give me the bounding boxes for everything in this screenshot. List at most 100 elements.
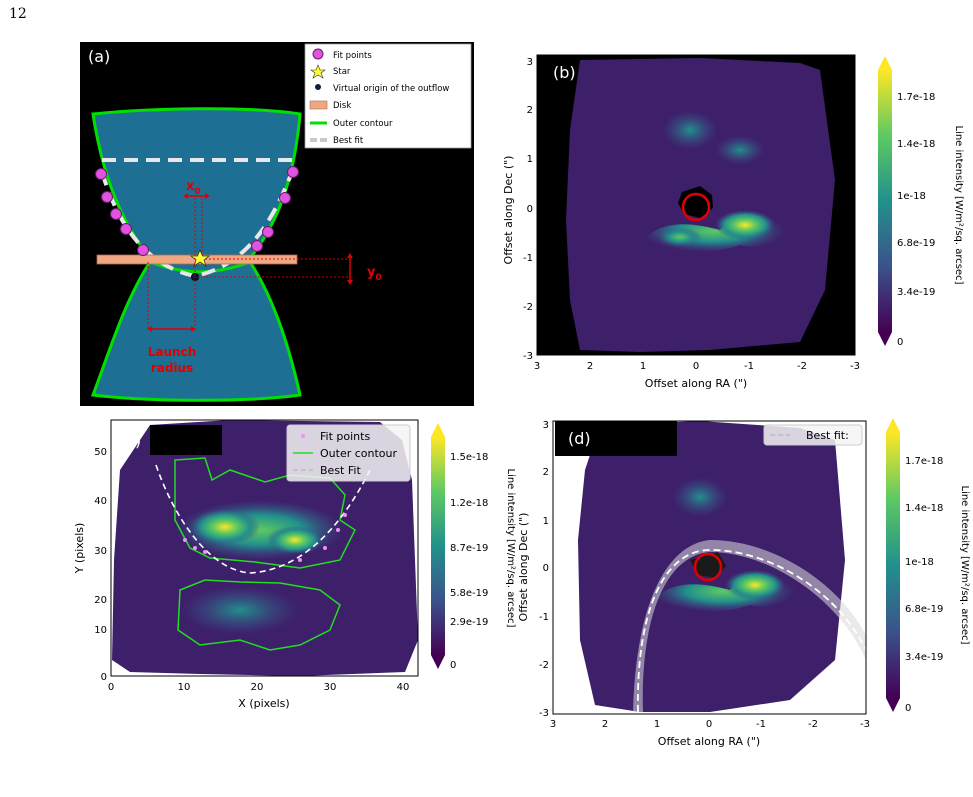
panel-d-legend [763,424,863,446]
colorbar-tick: 1e-18 [905,557,934,568]
launch-arrowhead [191,326,196,332]
colorbar-max-arrow [878,56,892,70]
ytick: 0 [101,672,107,683]
panel-c-colorbar-label: Line intensity [W/m²/sq. arcsec] [505,468,516,627]
panel-c-peak [267,526,323,554]
fit-point [137,244,149,256]
x0-label: x0 [186,179,201,197]
xtick: 30 [324,682,337,693]
xtick: 20 [251,682,264,693]
legend-outer-contour: Outer contour [333,119,393,129]
ytick: 2 [527,105,533,116]
panel-b-peak [715,210,775,240]
xtick: -3 [850,361,860,372]
fit-point [279,192,291,204]
panel-d-blob [672,477,728,517]
fit-point [251,240,263,252]
panel-b-peak [658,227,702,247]
colorbar-tick: 2.9e-19 [450,617,488,628]
panel-a-legend [304,43,472,149]
colorbar-tick: 3.4e-19 [905,652,943,663]
colorbar-tick: 1.4e-18 [905,503,943,514]
panel-b: (b) 3 2 1 0 -1 -2 -3 3 2 1 0 -1 -2 -3 Of… [502,54,964,390]
panel-b-frame [536,54,856,356]
ytick: 0 [543,563,549,574]
panel-b-yticks: 3 2 1 0 -1 -2 -3 [523,57,533,362]
y0-label: y0 [367,265,382,283]
colorbar-tick: 1.5e-18 [450,452,488,463]
xtick: -2 [797,361,807,372]
ytick: 20 [94,595,107,606]
panel-d-colorbar-ticks: 1.7e-18 1.4e-18 1e-18 6.8e-19 3.4e-19 0 [905,456,943,714]
best-fit-parabola [100,171,294,279]
panel-c-yticks: 50 40 30 20 10 0 [94,447,107,683]
panel-d-xticks: 3 2 1 0 -1 -2 -3 [550,719,870,730]
fit-point [101,191,113,203]
panel-b-label: (b) [553,63,576,82]
xtick: 2 [587,361,593,372]
xtick: 3 [550,719,556,730]
xtick: 10 [178,682,191,693]
ytick: 3 [543,420,549,431]
legend-fit-points: Fit points [333,51,372,61]
ytick: 2 [543,467,549,478]
colorbar-max-arrow [431,423,445,437]
panel-c-colorbar [431,437,445,655]
colorbar-tick: 1e-18 [897,191,926,202]
panel-d-mask [555,421,677,456]
panel-d-colorbar [886,432,900,698]
y0-arrowhead [347,253,353,258]
colorbar-tick: 6.8e-19 [897,238,935,249]
panel-d-label: (d) [568,429,591,448]
panel-c-legend [286,424,411,482]
fit-point [110,208,122,220]
colorbar-max-arrow [886,418,900,432]
star-legend-icon [310,64,326,79]
panel-d: (d) Best fit: 3 2 1 0 -1 -2 -3 3 2 1 0 -… [517,418,970,748]
legend-best-fit: Best fit [333,136,364,146]
panel-d-frame [552,420,867,715]
fit-points-legend-icon [301,434,305,438]
ytick: -3 [523,351,533,362]
colorbar-tick: 8.7e-19 [450,543,488,554]
xtick: 2 [602,719,608,730]
outer-contour-lower [177,579,341,651]
origin-legend-icon [315,84,321,90]
launch-radius-line1: Launch [148,345,197,359]
ytick: -3 [539,708,549,719]
ytick: 40 [94,496,107,507]
panel-b-colorbar-label: Line intensity [W/m²/sq. arcsec] [953,125,964,284]
fit-point [183,538,187,542]
panel-c: (c) Fit points Outer contour Best Fit 0 … [73,419,516,710]
legend-outer-contour: Outer contour [320,447,397,460]
ytick: 1 [543,516,549,527]
fit-point [323,546,327,550]
xtick: -2 [808,719,818,730]
panel-d-colorbar-label: Line intensity [W/m²/sq. arcsec] [959,485,970,644]
panel-c-lower-emission [180,585,300,635]
panel-b-xticks: 3 2 1 0 -1 -2 -3 [534,361,860,372]
ytick: 0 [527,204,533,215]
star-position-circle [693,552,723,582]
colorbar-tick: 5.8e-19 [450,588,488,599]
launch-radius-line2: radius [151,361,193,375]
panel-c-xticks: 0 10 20 30 40 [108,682,410,693]
xtick: 3 [534,361,540,372]
fit-points [95,166,299,256]
disk-legend-icon [309,100,328,110]
colorbar-min-arrow [878,332,892,346]
colorbar-tick: 1.2e-18 [450,498,488,509]
ytick: 3 [527,57,533,68]
y0-arrowhead [347,280,353,285]
panel-c-fit-points [183,513,347,562]
fit-point [193,546,197,550]
panel-d-peak [725,570,785,600]
xtick: 40 [397,682,410,693]
legend-disk: Disk [333,101,351,111]
xtick: 0 [693,361,699,372]
legend-best-fit: Best fit: [806,429,849,442]
legend-fit-points: Fit points [320,430,370,443]
ytick: -2 [523,302,533,313]
xtick: -1 [744,361,754,372]
